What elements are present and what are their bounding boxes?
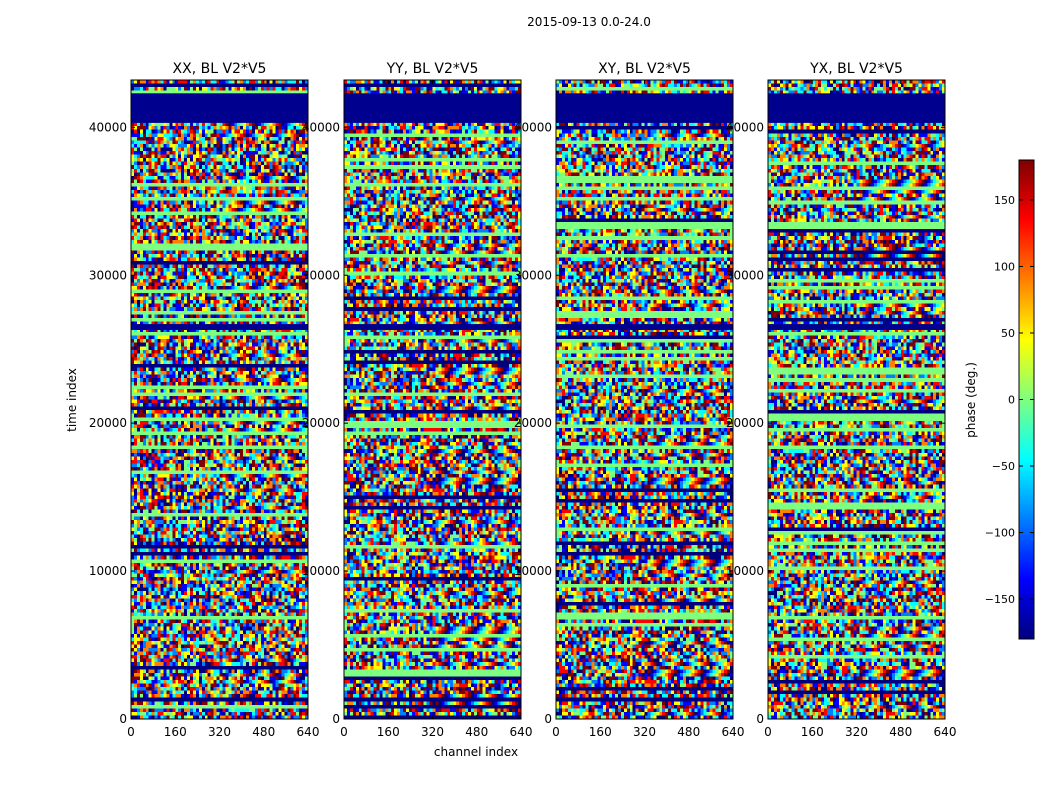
flagged-band xyxy=(344,324,521,330)
x-tick-label: 160 xyxy=(589,725,612,739)
y-tick-label: 0 xyxy=(332,712,340,726)
panel-2: YY, BL V2*V5 0 160 320 480 640 0 10000 20000 3000… xyxy=(302,61,533,739)
x-tick-label: 160 xyxy=(801,725,824,739)
flagged-band xyxy=(768,324,945,330)
x-tick-label: 160 xyxy=(164,725,187,739)
y-tick-label: 0 xyxy=(119,712,127,726)
panel-4: YX, BL V2*V5 0 160 320 480 640 0 10000 20000 3000… xyxy=(726,61,957,739)
y-tick-label: 40000 xyxy=(302,120,340,134)
x-tick-label: 640 xyxy=(722,725,745,739)
colorbar-tick-label: −100 xyxy=(985,527,1015,540)
x-tick-label: 480 xyxy=(677,725,700,739)
x-tick-label: 320 xyxy=(633,725,656,739)
colorbar-tick-label: −50 xyxy=(992,460,1015,473)
colorbar-tick-label: 50 xyxy=(1001,327,1015,340)
flagged-band xyxy=(556,93,733,123)
x-axis-label: channel index xyxy=(434,745,518,759)
y-tick-label: 40000 xyxy=(89,120,127,134)
y-axis-label: time index xyxy=(65,368,79,432)
x-tick-label: 480 xyxy=(465,725,488,739)
y-tick-label: 10000 xyxy=(514,564,552,578)
y-tick-label: 20000 xyxy=(514,416,552,430)
y-tick-label: 40000 xyxy=(726,120,764,134)
flagged-band xyxy=(131,324,308,330)
x-tick-label: 320 xyxy=(208,725,231,739)
x-tick-label: 640 xyxy=(510,725,533,739)
y-tick-label: 30000 xyxy=(514,268,552,282)
flagged-band xyxy=(768,93,945,123)
y-tick-label: 30000 xyxy=(726,268,764,282)
x-tick-label: 0 xyxy=(340,725,348,739)
colorbar-tick-label: −150 xyxy=(985,593,1015,606)
y-tick-label: 10000 xyxy=(726,564,764,578)
phase-heatmap xyxy=(768,80,945,719)
y-tick-label: 20000 xyxy=(89,416,127,430)
y-tick-label: 20000 xyxy=(302,416,340,430)
x-tick-label: 480 xyxy=(889,725,912,739)
flagged-band xyxy=(556,324,733,330)
panels-group: XX, BL V2*V5 0 160 320 480 640 0 10000 20000 3000… xyxy=(89,61,957,739)
x-tick-label: 0 xyxy=(127,725,135,739)
y-tick-label: 10000 xyxy=(302,564,340,578)
phase-heatmap xyxy=(344,80,521,719)
y-tick-label: 40000 xyxy=(514,120,552,134)
colorbar-label: phase (deg.) xyxy=(964,362,978,438)
phase-heatmap xyxy=(131,80,308,719)
phase-heatmap xyxy=(556,80,733,719)
y-tick-label: 20000 xyxy=(726,416,764,430)
figure-title: 2015-09-13 0.0-24.0 xyxy=(527,15,651,29)
x-tick-label: 640 xyxy=(297,725,320,739)
colorbar-tick-label: 100 xyxy=(994,260,1015,273)
y-tick-label: 30000 xyxy=(89,268,127,282)
panel-1: XX, BL V2*V5 0 160 320 480 640 0 10000 20000 3000… xyxy=(89,61,320,739)
x-tick-label: 0 xyxy=(764,725,772,739)
x-tick-label: 320 xyxy=(845,725,868,739)
panel-3: XY, BL V2*V5 0 160 320 480 640 0 10000 20000 3000… xyxy=(514,61,745,739)
colorbar: −150 −100 −50 0 50 100 150 xyxy=(985,159,1035,640)
panel-title: YX, BL V2*V5 xyxy=(809,61,903,77)
colorbar-tick-label: 150 xyxy=(994,194,1015,207)
panel-title: XY, BL V2*V5 xyxy=(598,61,691,77)
x-tick-label: 320 xyxy=(421,725,444,739)
flagged-band xyxy=(344,93,521,123)
x-tick-label: 640 xyxy=(934,725,957,739)
y-tick-label: 0 xyxy=(756,712,764,726)
panel-title: YY, BL V2*V5 xyxy=(386,61,479,77)
flagged-band xyxy=(131,93,308,123)
y-tick-label: 30000 xyxy=(302,268,340,282)
x-tick-label: 0 xyxy=(552,725,560,739)
panel-title: XX, BL V2*V5 xyxy=(173,61,267,77)
colorbar-tick-label: 0 xyxy=(1008,394,1015,407)
x-tick-label: 160 xyxy=(377,725,400,739)
y-tick-label: 10000 xyxy=(89,564,127,578)
y-tick-label: 0 xyxy=(544,712,552,726)
x-tick-label: 480 xyxy=(252,725,275,739)
